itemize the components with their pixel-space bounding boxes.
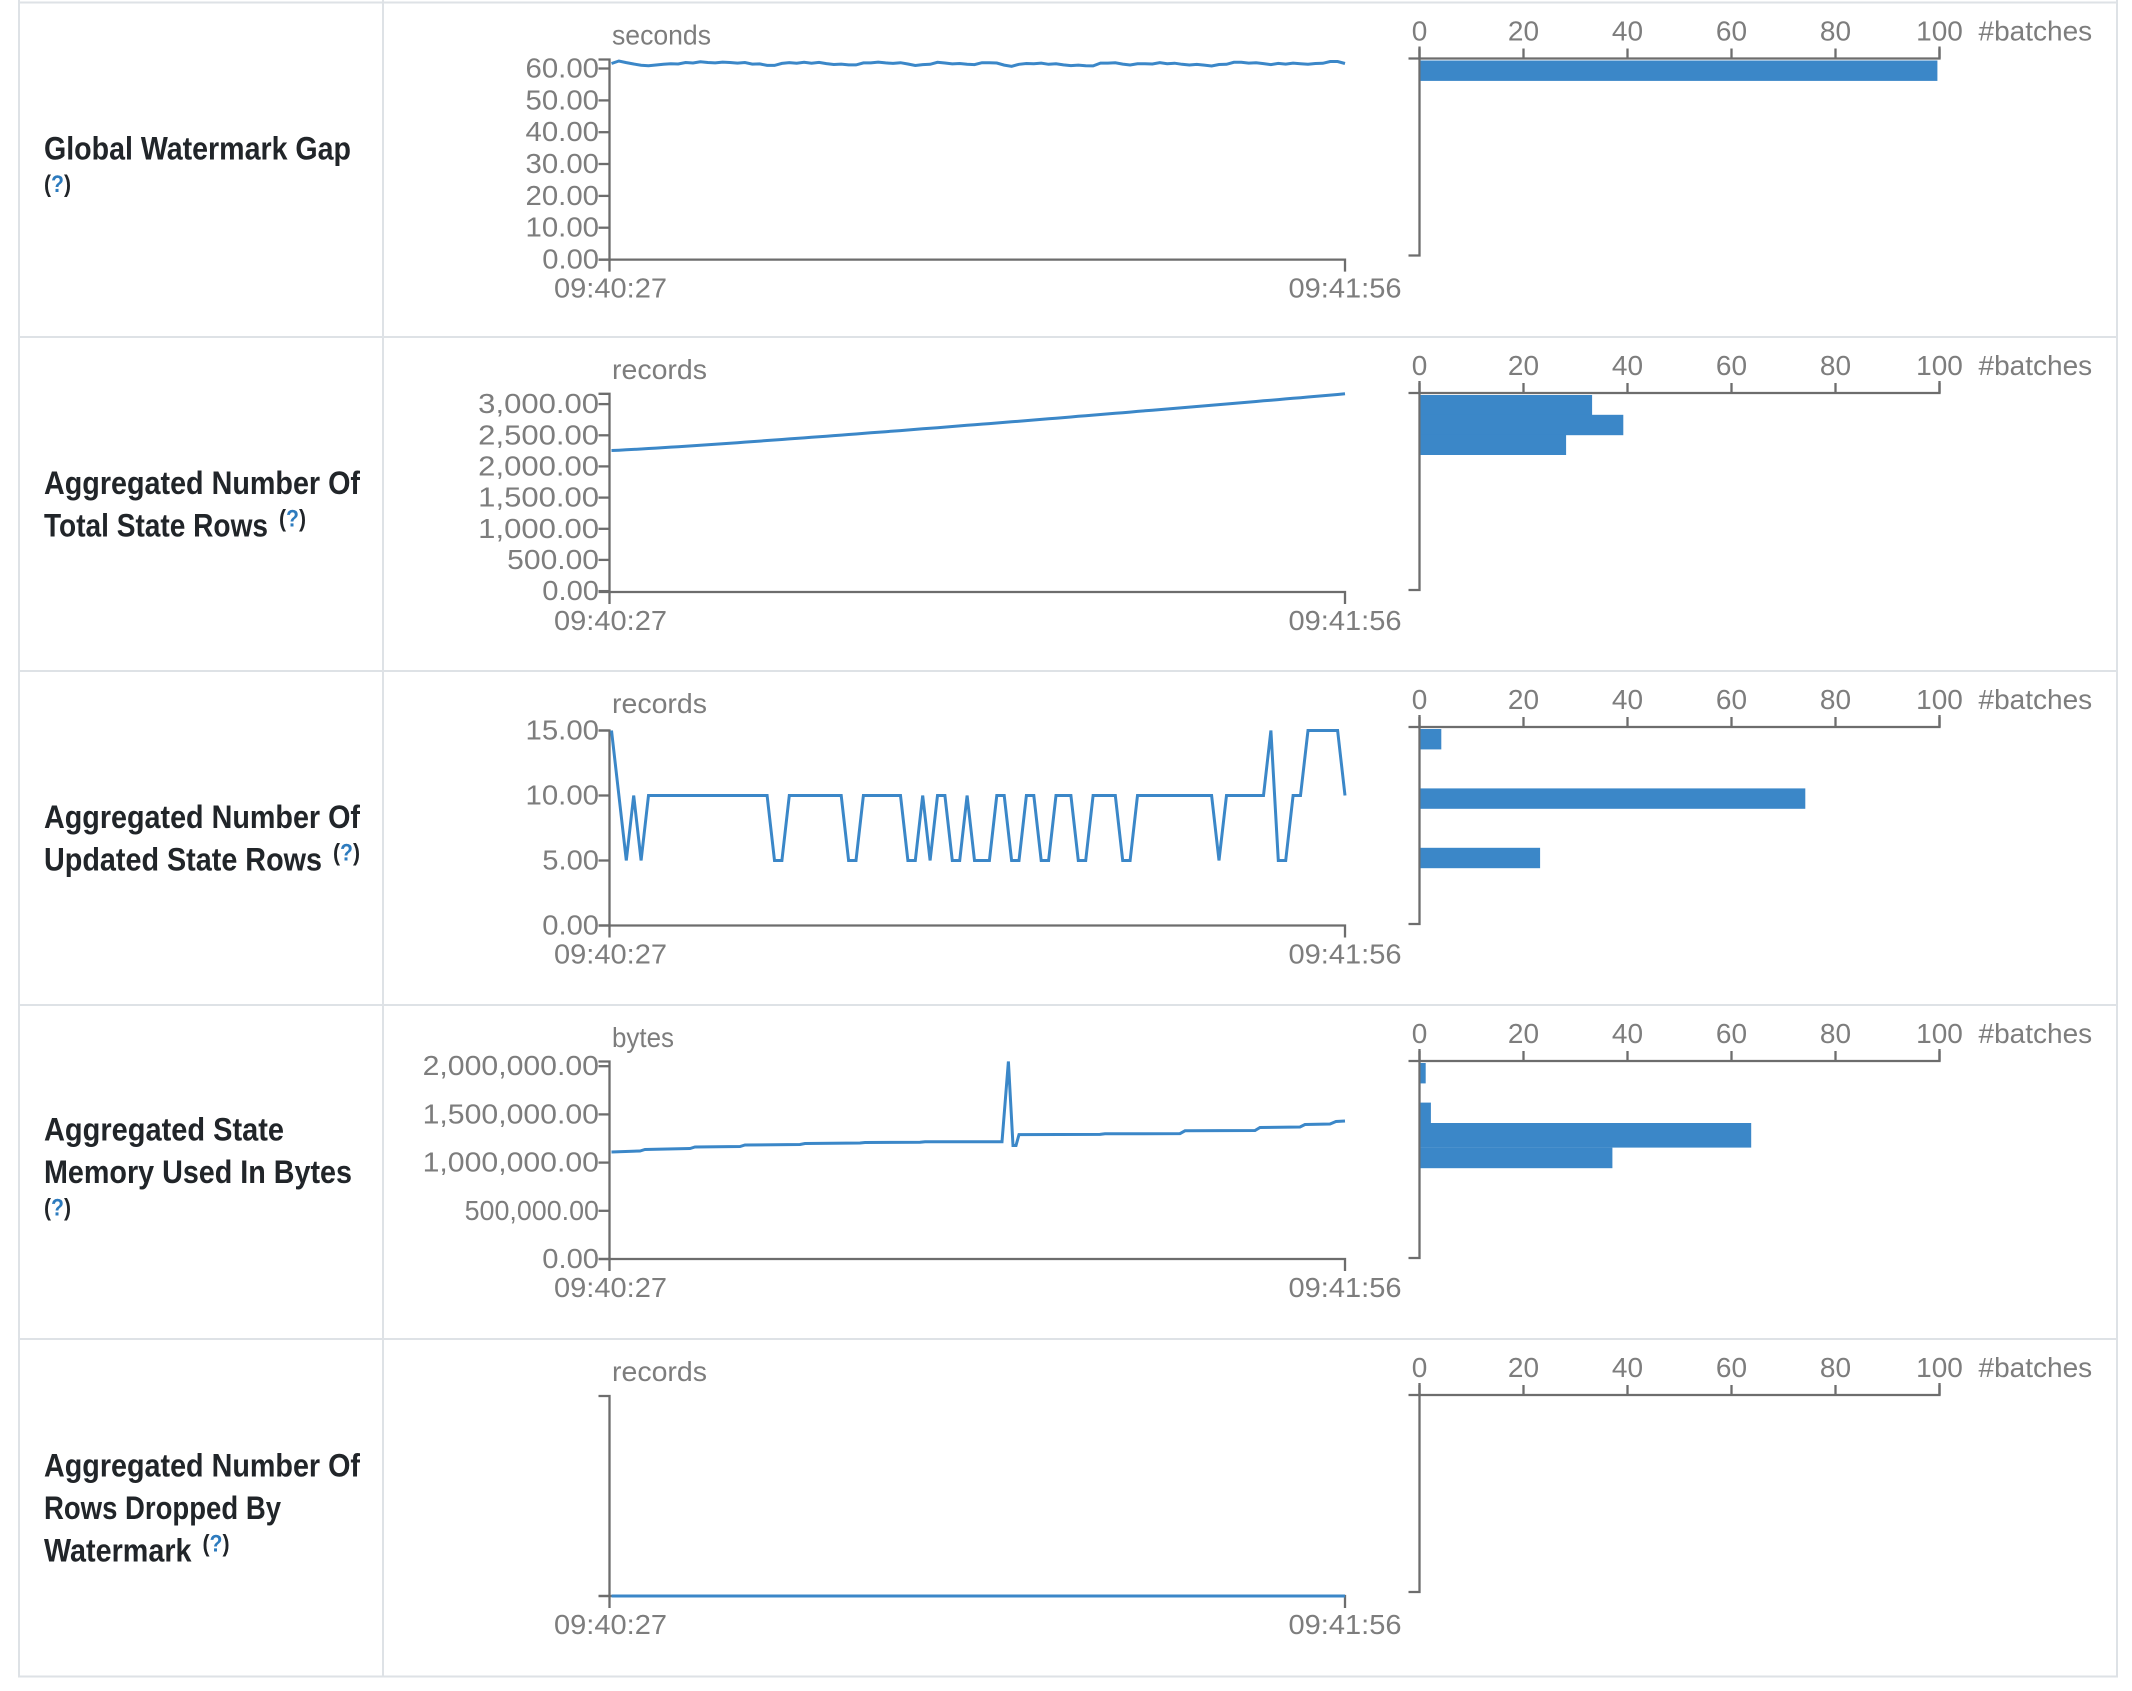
svg-text:60: 60 — [1716, 684, 1747, 715]
svg-text:50.00: 50.00 — [526, 84, 600, 115]
svg-text:Aggregated Number Of: Aggregated Number Of — [44, 1447, 360, 1483]
svg-text:500.00: 500.00 — [507, 544, 599, 575]
svg-text:records: records — [612, 354, 707, 385]
svg-text:Aggregated Number Of: Aggregated Number Of — [44, 465, 360, 501]
svg-text:1,000,000.00: 1,000,000.00 — [423, 1147, 599, 1178]
svg-text:40: 40 — [1612, 350, 1643, 381]
svg-text:#batches: #batches — [1979, 1018, 2093, 1049]
svg-text:80: 80 — [1820, 350, 1851, 381]
svg-text:0.00: 0.00 — [542, 575, 599, 606]
svg-text:09:40:27: 09:40:27 — [554, 1609, 667, 1640]
svg-text:(?): (?) — [44, 171, 71, 198]
svg-text:20: 20 — [1508, 1352, 1539, 1383]
svg-text:80: 80 — [1820, 16, 1851, 47]
svg-text:2,000,000.00: 2,000,000.00 — [423, 1050, 599, 1081]
svg-text:Aggregated Number Of: Aggregated Number Of — [44, 799, 360, 835]
svg-text:30.00: 30.00 — [526, 148, 600, 179]
svg-text:bytes: bytes — [612, 1022, 674, 1053]
svg-text:40.00: 40.00 — [526, 116, 600, 147]
svg-text:10.00: 10.00 — [526, 780, 600, 811]
svg-text:100: 100 — [1916, 684, 1963, 715]
svg-text:0: 0 — [1412, 16, 1428, 47]
svg-text:20: 20 — [1508, 16, 1539, 47]
svg-text:40: 40 — [1612, 16, 1643, 47]
svg-text:60: 60 — [1716, 1018, 1747, 1049]
svg-text:records: records — [612, 1356, 707, 1387]
svg-text:500,000.00: 500,000.00 — [465, 1195, 599, 1226]
svg-text:80: 80 — [1820, 1018, 1851, 1049]
svg-text:#batches: #batches — [1979, 684, 2093, 715]
svg-text:09:41:56: 09:41:56 — [1289, 939, 1402, 970]
svg-text:15.00: 15.00 — [526, 715, 600, 746]
svg-text:#batches: #batches — [1979, 16, 2093, 47]
svg-text:09:41:56: 09:41:56 — [1289, 605, 1402, 636]
svg-text:Rows Dropped By: Rows Dropped By — [44, 1490, 281, 1526]
svg-text:records: records — [612, 688, 707, 719]
svg-text:20.00: 20.00 — [526, 180, 600, 211]
svg-text:09:41:56: 09:41:56 — [1289, 273, 1402, 304]
svg-text:Aggregated State: Aggregated State — [44, 1112, 284, 1148]
svg-text:09:41:56: 09:41:56 — [1289, 1609, 1402, 1640]
svg-text:20: 20 — [1508, 1018, 1539, 1049]
svg-text:10.00: 10.00 — [526, 212, 600, 243]
svg-text:0.00: 0.00 — [542, 244, 599, 275]
svg-text:2,500.00: 2,500.00 — [478, 419, 599, 450]
svg-text:seconds: seconds — [612, 20, 711, 51]
svg-text:100: 100 — [1916, 1018, 1963, 1049]
svg-text:1,500,000.00: 1,500,000.00 — [423, 1098, 599, 1129]
svg-text:40: 40 — [1612, 684, 1643, 715]
svg-text:1,000.00: 1,000.00 — [478, 513, 599, 544]
svg-text:Total State Rows: Total State Rows — [44, 507, 268, 543]
svg-text:60: 60 — [1716, 350, 1747, 381]
svg-text:09:40:27: 09:40:27 — [554, 1272, 667, 1303]
svg-text:0.00: 0.00 — [542, 910, 599, 941]
svg-text:0: 0 — [1412, 1018, 1428, 1049]
svg-text:09:41:56: 09:41:56 — [1289, 1272, 1402, 1303]
svg-text:Global Watermark Gap: Global Watermark Gap — [44, 131, 351, 167]
svg-text:(?): (?) — [203, 1530, 230, 1557]
svg-text:100: 100 — [1916, 350, 1963, 381]
svg-text:80: 80 — [1820, 684, 1851, 715]
svg-text:100: 100 — [1916, 16, 1963, 47]
svg-text:100: 100 — [1916, 1352, 1963, 1383]
svg-text:40: 40 — [1612, 1018, 1643, 1049]
svg-text:0: 0 — [1412, 1352, 1428, 1383]
svg-text:0: 0 — [1412, 684, 1428, 715]
svg-text:1,500.00: 1,500.00 — [478, 482, 599, 513]
svg-text:Watermark: Watermark — [44, 1532, 192, 1568]
svg-text:60.00: 60.00 — [526, 53, 600, 84]
svg-text:60: 60 — [1716, 1352, 1747, 1383]
svg-text:09:40:27: 09:40:27 — [554, 273, 667, 304]
svg-text:09:40:27: 09:40:27 — [554, 939, 667, 970]
svg-text:09:40:27: 09:40:27 — [554, 605, 667, 636]
svg-text:20: 20 — [1508, 350, 1539, 381]
svg-text:20: 20 — [1508, 684, 1539, 715]
svg-text:(?): (?) — [333, 839, 360, 866]
svg-text:40: 40 — [1612, 1352, 1643, 1383]
svg-text:0.00: 0.00 — [542, 1243, 599, 1274]
svg-text:5.00: 5.00 — [542, 845, 599, 876]
svg-text:3,000.00: 3,000.00 — [478, 388, 599, 419]
svg-text:#batches: #batches — [1979, 1352, 2093, 1383]
svg-text:(?): (?) — [279, 505, 306, 532]
svg-text:60: 60 — [1716, 16, 1747, 47]
svg-text:80: 80 — [1820, 1352, 1851, 1383]
svg-text:0: 0 — [1412, 350, 1428, 381]
svg-text:2,000.00: 2,000.00 — [478, 450, 599, 481]
svg-text:Memory Used In Bytes: Memory Used In Bytes — [44, 1154, 352, 1190]
svg-text:#batches: #batches — [1979, 350, 2093, 381]
svg-text:(?): (?) — [44, 1195, 71, 1222]
svg-text:Updated State Rows: Updated State Rows — [44, 841, 322, 877]
